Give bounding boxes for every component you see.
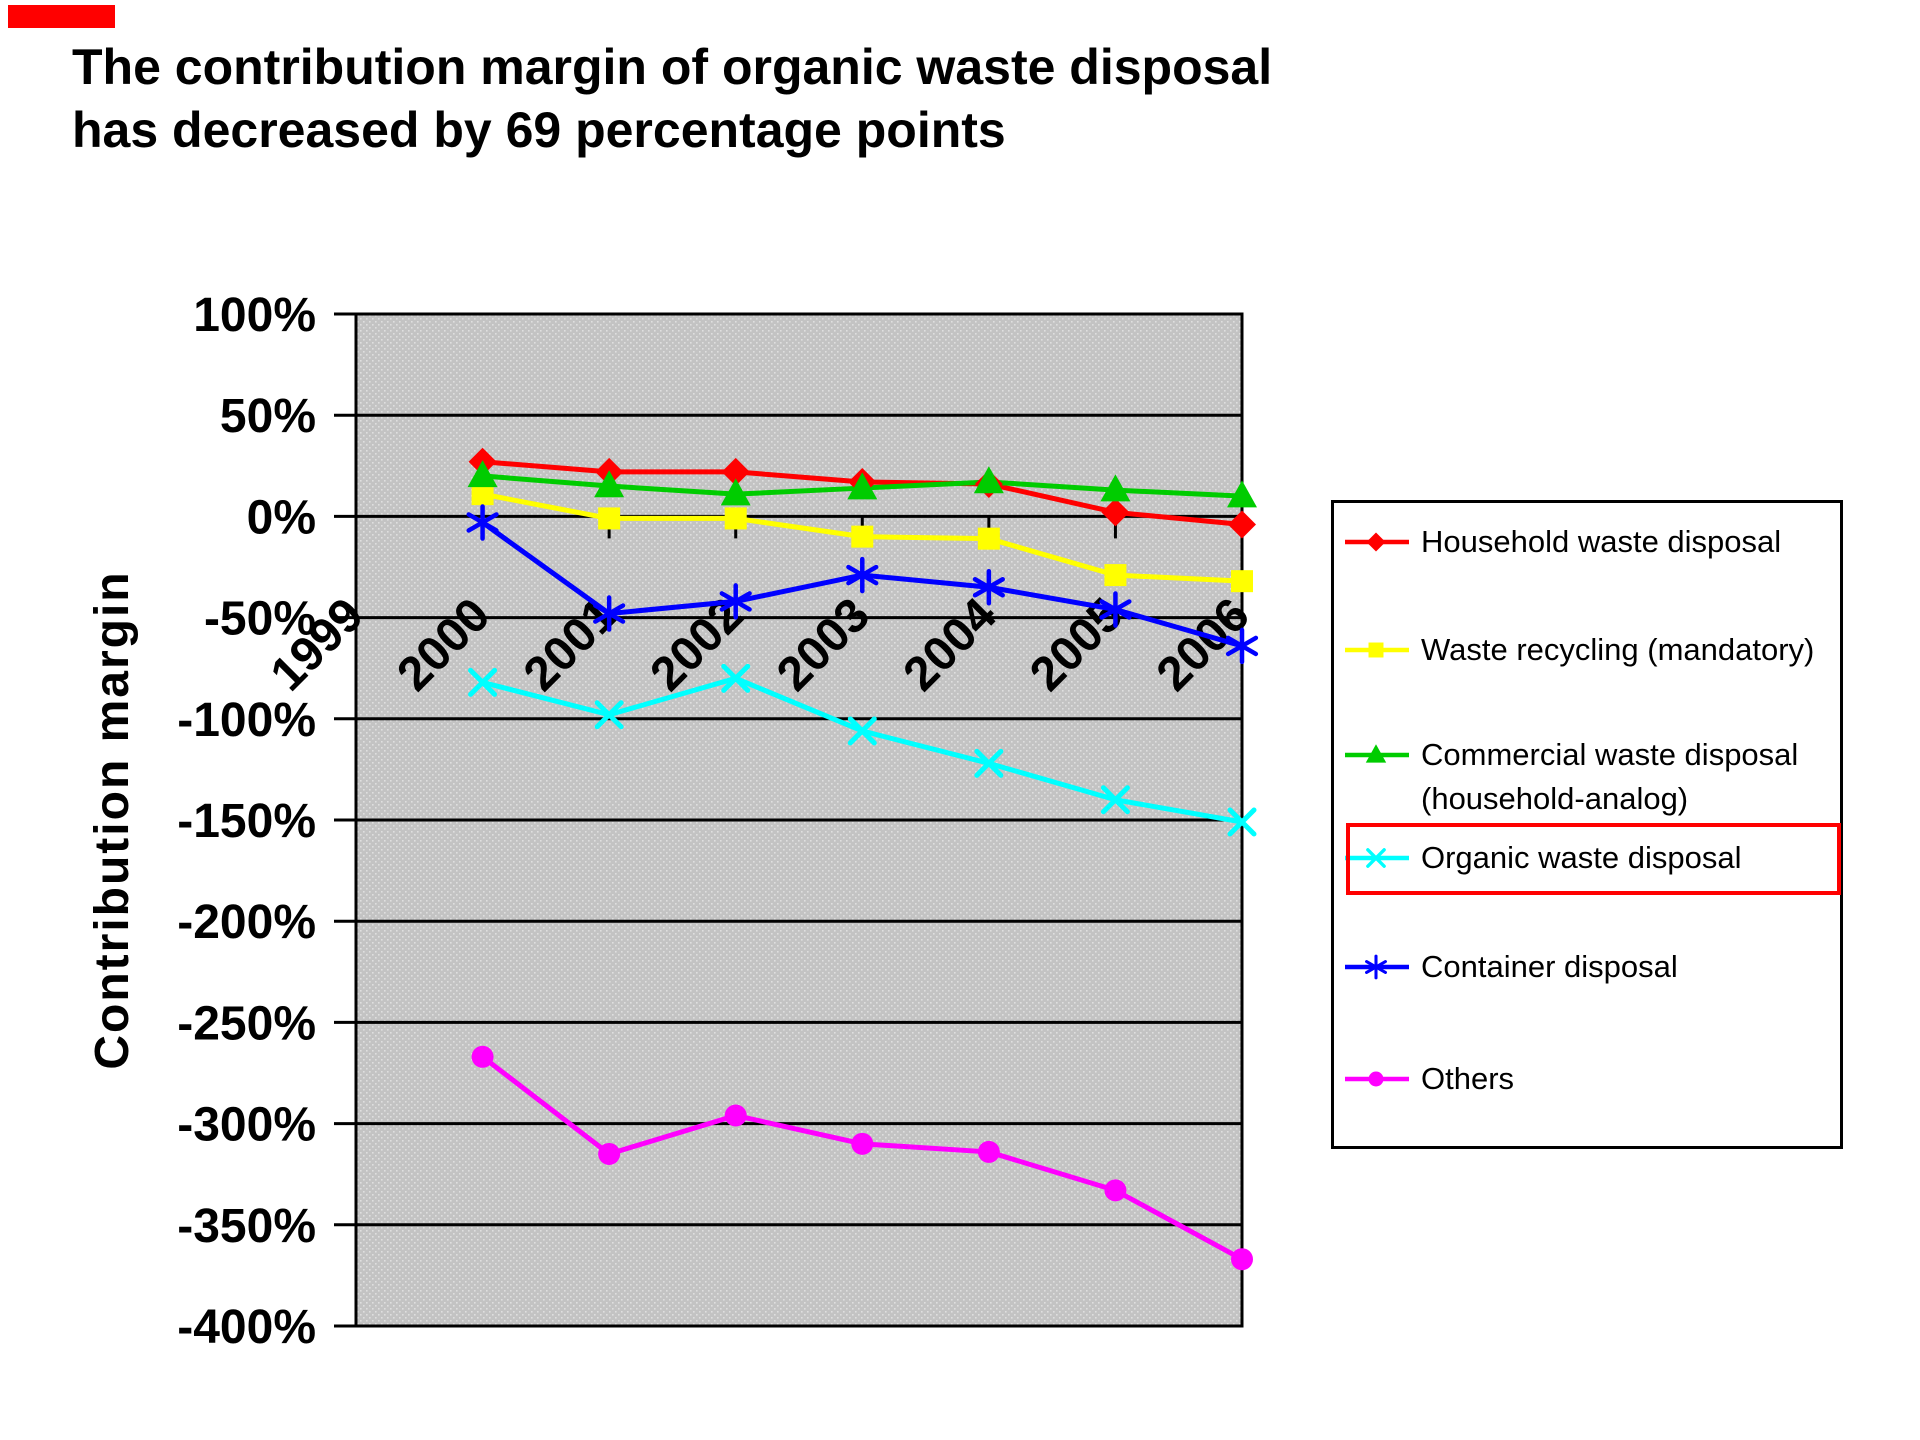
marker-organic-waste-disposal-2002 xyxy=(721,663,751,693)
legend-highlight-box xyxy=(1346,823,1841,895)
title-line-1: The contribution margin of organic waste… xyxy=(72,39,1273,95)
y-axis-label-4: -100% xyxy=(177,694,316,747)
marker-household-waste-disposal-2005 xyxy=(1101,498,1130,527)
marker-commercial-waste-disposal-household-analog-2003 xyxy=(847,472,878,500)
marker-container-disposal-2004 xyxy=(972,568,1005,606)
marker-others-2001 xyxy=(598,1142,621,1165)
legend-swatch-asterisk-icon xyxy=(1345,954,1409,980)
legend-swatch-square-icon xyxy=(1345,642,1409,658)
legend-x-marker-icon xyxy=(1366,848,1386,868)
marker-others-2006 xyxy=(1231,1248,1253,1271)
marker-container-disposal-2003 xyxy=(846,556,879,594)
marker-waste-recycling-mandatory-2002 xyxy=(724,507,747,530)
marker-waste-recycling-mandatory-2003 xyxy=(851,525,874,548)
marker-container-disposal-2001 xyxy=(593,595,626,632)
legend-item-label: (household-analog) xyxy=(1421,781,1689,816)
legend-item-container-disposal: Container disposal xyxy=(1343,945,1678,989)
marker-container-disposal-2005 xyxy=(1099,591,1132,628)
legend-item-label: Container disposal xyxy=(1421,949,1678,984)
legend-item-label: Commercial waste disposal xyxy=(1421,737,1799,772)
y-axis-label-2: 0% xyxy=(247,491,316,544)
y-axis-label-10: -400% xyxy=(177,1301,316,1354)
marker-commercial-waste-disposal-household-analog-2005 xyxy=(1100,474,1131,502)
marker-container-disposal-2002 xyxy=(719,583,752,620)
legend-swatch-circle-icon xyxy=(1345,1071,1409,1087)
y-axis-label-1: 50% xyxy=(220,390,316,443)
marker-container-disposal-2006 xyxy=(1225,627,1259,665)
legend-item-others: Others xyxy=(1343,1057,1514,1101)
marker-others-2005 xyxy=(1104,1179,1127,1202)
marker-household-waste-disposal-2006 xyxy=(1228,510,1256,539)
marker-commercial-waste-disposal-household-analog-2006 xyxy=(1227,480,1257,508)
legend-item-label: Organic waste disposal xyxy=(1421,840,1742,875)
marker-organic-waste-disposal-2006 xyxy=(1227,807,1257,837)
marker-waste-recycling-mandatory-2001 xyxy=(598,507,621,530)
marker-waste-recycling-mandatory-2006 xyxy=(1231,570,1253,593)
marker-waste-recycling-mandatory-2005 xyxy=(1104,564,1127,587)
marker-household-waste-disposal-2002 xyxy=(721,457,750,486)
legend-item-label: Household waste disposal xyxy=(1421,524,1782,559)
y-axis-title: Contribution margin xyxy=(86,570,139,1069)
title-line-2: has decreased by 69 percentage points xyxy=(72,102,1006,158)
red-accent-bar xyxy=(8,5,115,28)
marker-organic-waste-disposal-2001 xyxy=(594,700,624,730)
marker-waste-recycling-mandatory-2004 xyxy=(977,527,1000,550)
marker-commercial-waste-disposal-household-analog-2000 xyxy=(467,460,498,488)
legend-item-waste-recycling-mandatory: Waste recycling (mandatory) xyxy=(1343,628,1814,672)
marker-commercial-waste-disposal-household-analog-2004 xyxy=(973,466,1004,494)
legend-asterisk-marker-icon xyxy=(1365,954,1387,980)
y-axis-label-3: -50% xyxy=(204,593,316,646)
legend-item-label: Waste recycling (mandatory) xyxy=(1421,632,1815,667)
y-axis-label-5: -150% xyxy=(177,795,316,848)
marker-others-2004 xyxy=(977,1140,1000,1163)
y-axis-label-9: -350% xyxy=(177,1200,316,1253)
marker-others-2000 xyxy=(471,1045,494,1068)
legend-swatch-x-icon xyxy=(1345,848,1409,868)
marker-organic-waste-disposal-2005 xyxy=(1100,785,1130,815)
y-axis-label-6: -200% xyxy=(177,896,316,949)
marker-organic-waste-disposal-2003 xyxy=(847,716,877,746)
y-axis-label-8: -300% xyxy=(177,1099,316,1152)
legend-triangle-marker-icon xyxy=(1365,744,1387,763)
marker-commercial-waste-disposal-household-analog-2001 xyxy=(594,470,625,498)
marker-others-2002 xyxy=(724,1104,747,1127)
marker-container-disposal-2000 xyxy=(466,504,499,541)
legend-circle-marker-icon xyxy=(1368,1071,1384,1087)
legend-item-household-waste-disposal: Household waste disposal xyxy=(1343,520,1781,564)
marker-commercial-waste-disposal-household-analog-2002 xyxy=(720,478,751,506)
marker-organic-waste-disposal-2000 xyxy=(468,667,498,697)
marker-others-2003 xyxy=(851,1132,874,1155)
slide-title: The contribution margin of organic waste… xyxy=(72,36,1272,162)
legend-item-organic-waste-disposal: Organic waste disposal xyxy=(1343,836,1742,880)
y-axis-label-7: -250% xyxy=(177,997,316,1050)
marker-organic-waste-disposal-2004 xyxy=(974,748,1004,778)
legend-item-label: Others xyxy=(1421,1061,1515,1096)
legend-item-commercial-waste-disposal-household-analog: Commercial waste disposal (household-anal… xyxy=(1343,733,1798,821)
legend-swatch-triangle-icon xyxy=(1345,744,1409,763)
marker-waste-recycling-mandatory-2000 xyxy=(471,483,494,506)
y-axis-label-0: 100% xyxy=(193,289,316,342)
legend-swatch-diamond-icon xyxy=(1345,532,1409,552)
legend-square-marker-icon xyxy=(1368,642,1384,658)
chart-legend: Household waste disposal Waste recycling … xyxy=(1331,500,1843,1149)
legend-diamond-marker-icon xyxy=(1366,532,1386,552)
